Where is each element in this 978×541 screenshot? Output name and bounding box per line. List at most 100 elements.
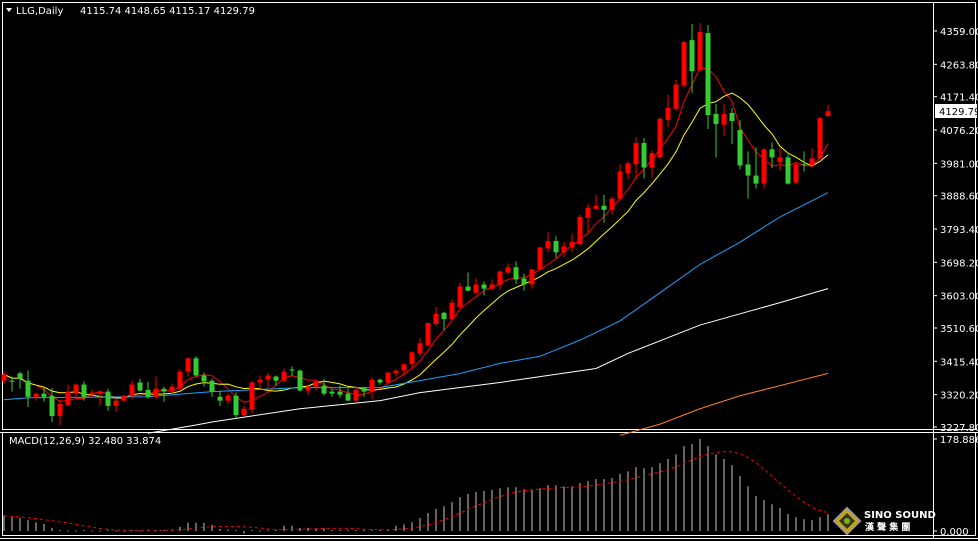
macd-bar [43,524,45,531]
main-pane-frame [2,2,976,430]
candle [185,357,191,377]
price-axis[interactable]: 4359.00 4263.80 4171.40 4076.20 3981.00 3888.… [934,27,978,538]
candle-body [553,241,559,253]
triangle-down-icon[interactable] [6,8,12,12]
candle [569,234,575,253]
candle-body [113,400,119,406]
candle-body [673,84,679,109]
candle [289,366,295,377]
macd-bar [755,496,757,531]
macd-bar [763,500,765,531]
candle [105,388,111,411]
moving-average-line-orange [619,372,829,436]
macd-bar [259,530,261,532]
candle [745,151,751,199]
moving-average-line-white [147,288,829,434]
candle [673,79,679,111]
macd-bar [499,488,501,531]
macd-bar [27,520,29,531]
price-tick-label: 4263.80 [940,60,978,71]
macd-bar [243,531,245,534]
candle [385,371,391,384]
candle [529,269,535,289]
macd-bar [187,522,189,531]
candle [233,392,239,419]
logo-center-icon [844,518,850,524]
candle-body [497,271,503,285]
candle-body [585,207,591,218]
candle [441,311,447,331]
candle [553,236,559,259]
candle [273,375,279,386]
candle [481,281,487,296]
macd-bar [323,528,325,531]
macd-bar [59,529,61,531]
macd-bar [211,524,213,531]
candle-body [521,278,527,285]
macd-bar [11,517,13,531]
candle-body [577,216,583,245]
macd-bar [819,517,821,531]
candle [177,369,183,390]
price-tick-label: 4171.40 [940,93,978,104]
candle [201,372,207,387]
ohlc-label: 4115.74 4148.65 4115.17 4129.79 [80,6,255,17]
macd-bar [331,529,333,531]
price-tick-label: 3510.60 [940,324,978,335]
macd-bar [427,512,429,531]
candle-body [433,313,439,325]
candle-body [617,171,623,199]
candle [209,378,215,397]
macd-bar [515,487,517,531]
candle-body [761,149,767,184]
candle-body [361,387,367,392]
candle [681,41,687,88]
candle-body [785,157,791,184]
candle [825,104,831,117]
candle-body [561,246,567,253]
macd-bar [411,522,413,531]
candle-body [17,373,23,379]
macd-bar [739,475,741,531]
candle [473,278,479,293]
candle [377,378,383,385]
candle-body [657,118,663,158]
macd-bar [459,497,461,531]
price-tick-label: 3981.00 [940,159,978,170]
candle-body [1,374,7,381]
candle-body [201,375,207,382]
candle [409,351,415,369]
candle-body [417,343,423,354]
candle [161,386,167,402]
price-tick-label: 3415.40 [940,357,978,368]
candle-body [753,175,759,184]
candle-body [193,358,199,376]
candle-body [793,164,799,183]
candle [337,385,343,398]
candle-body [25,380,31,397]
candle [457,282,463,308]
macd-bar [539,488,541,531]
candle-body [33,393,39,397]
macd-bar [587,481,589,531]
candle [609,196,615,215]
price-tick-label: 3698.20 [940,258,978,269]
price-tick-label: 3603.00 [940,292,978,303]
candle [113,398,119,412]
candle-body [425,322,431,346]
candle [697,22,703,71]
candle-body [641,143,647,168]
candle [721,103,727,137]
candle-body [545,241,551,249]
candle-body [321,385,327,394]
candle-body [265,375,271,380]
candle-body [177,371,183,389]
candle [601,194,607,223]
candle-body [729,112,735,121]
candle [265,372,271,389]
candle-body [369,379,375,392]
candle-body [89,392,95,395]
macd-bar [555,485,557,531]
candle [537,247,543,270]
